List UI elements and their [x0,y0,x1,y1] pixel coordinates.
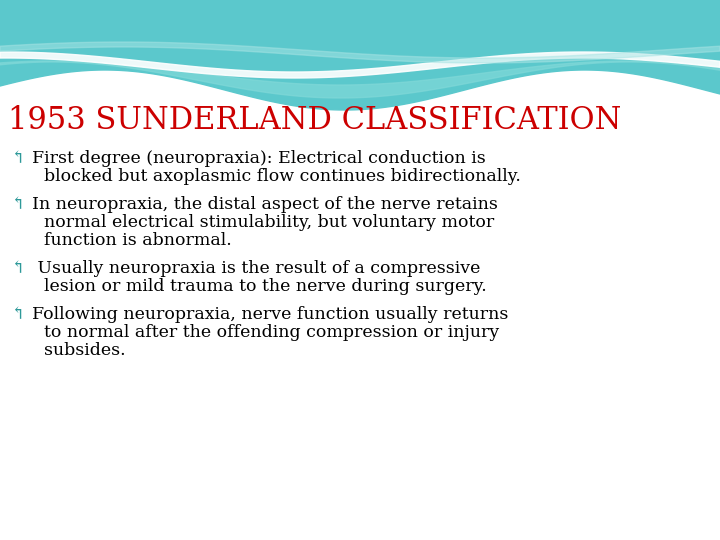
Text: blocked but axoplasmic flow continues bidirectionally.: blocked but axoplasmic flow continues bi… [44,168,521,185]
Text: ↰: ↰ [10,150,24,167]
Text: Following neuropraxia, nerve function usually returns: Following neuropraxia, nerve function us… [32,306,508,323]
Text: In neuropraxia, the distal aspect of the nerve retains: In neuropraxia, the distal aspect of the… [32,196,498,213]
Text: lesion or mild trauma to the nerve during surgery.: lesion or mild trauma to the nerve durin… [44,278,487,295]
Text: subsides.: subsides. [44,342,125,359]
Text: Usually neuropraxia is the result of a compressive: Usually neuropraxia is the result of a c… [32,260,480,277]
Text: First degree (neuropraxia): Electrical conduction is: First degree (neuropraxia): Electrical c… [32,150,486,167]
Text: ↰: ↰ [10,306,24,323]
Text: 1953 SUNDERLAND CLASSIFICATION: 1953 SUNDERLAND CLASSIFICATION [8,105,621,136]
Text: ↰: ↰ [10,196,24,213]
Text: ↰: ↰ [10,260,24,277]
Text: normal electrical stimulability, but voluntary motor: normal electrical stimulability, but vol… [44,214,494,231]
Text: function is abnormal.: function is abnormal. [44,232,232,249]
Text: to normal after the offending compression or injury: to normal after the offending compressio… [44,324,499,341]
